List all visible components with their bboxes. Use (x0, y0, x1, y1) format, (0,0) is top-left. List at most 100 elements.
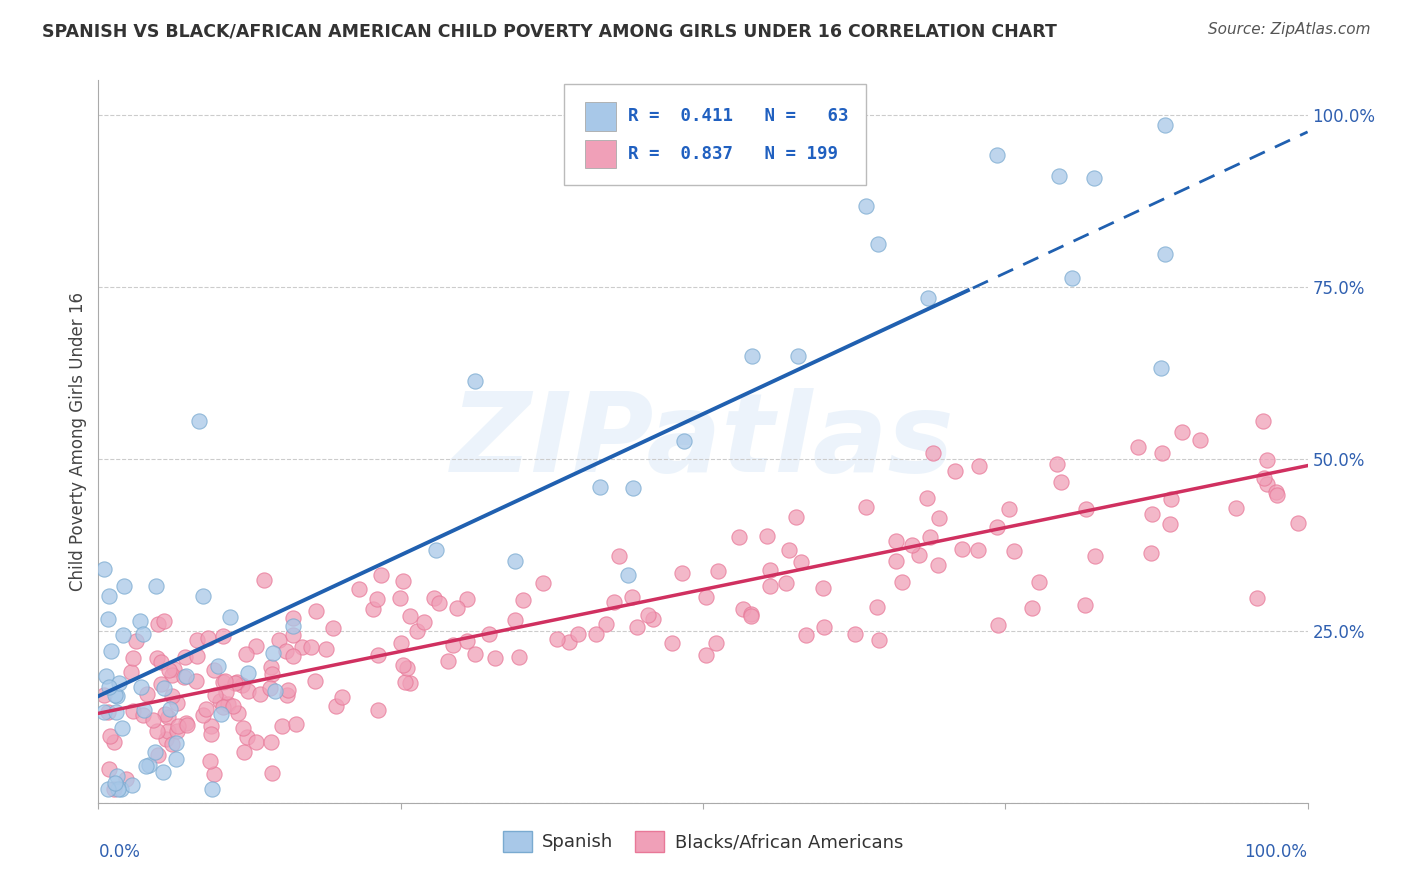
Point (166, 696, 188, 710)
FancyBboxPatch shape (585, 139, 616, 169)
Point (146, 650, 169, 665)
Point (855, 500, 877, 514)
Point (105, 690, 128, 704)
Legend: Spanish, Blacks/African Americans: Spanish, Blacks/African Americans (495, 823, 911, 859)
Point (160, 690, 183, 704)
Point (152, 614, 174, 628)
Point (868, 632, 890, 647)
Point (194, 702, 217, 716)
Point (557, 634, 579, 648)
Point (186, 648, 208, 663)
Point (173, 650, 195, 665)
Point (218, 610, 240, 624)
Point (97, 612, 120, 626)
Point (281, 628, 304, 642)
Point (145, 579, 167, 593)
Point (884, 554, 907, 568)
Point (135, 686, 157, 700)
Point (927, 558, 949, 573)
Point (986, 520, 1008, 534)
Point (759, 578, 782, 592)
Point (211, 700, 233, 714)
Point (212, 628, 235, 642)
Point (176, 718, 198, 732)
Point (790, 555, 813, 569)
Text: R =  0.837   N = 199: R = 0.837 N = 199 (628, 145, 838, 163)
Point (103, 735, 125, 749)
Point (112, 628, 135, 642)
Point (891, 574, 914, 589)
Point (94, 669, 117, 683)
Point (392, 574, 415, 588)
Point (262, 646, 284, 660)
Point (186, 673, 208, 688)
Point (281, 649, 304, 664)
Point (456, 634, 478, 648)
Point (209, 707, 232, 722)
Point (759, 563, 782, 577)
Point (236, 683, 259, 698)
Text: 100.0%: 100.0% (1244, 843, 1308, 861)
Point (512, 593, 534, 607)
Point (138, 758, 160, 772)
FancyBboxPatch shape (585, 102, 616, 131)
Point (366, 592, 388, 607)
Point (304, 673, 326, 688)
Point (740, 607, 762, 621)
Point (235, 647, 257, 661)
Point (262, 766, 284, 780)
Point (128, 614, 150, 628)
Point (131, 626, 153, 640)
Point (267, 632, 290, 647)
Point (811, 581, 834, 595)
Point (253, 573, 276, 587)
Point (1046, 457, 1069, 471)
Point (153, 706, 176, 721)
Point (281, 618, 304, 632)
Point (585, 627, 607, 641)
Point (276, 688, 298, 702)
Point (245, 735, 267, 749)
Point (1264, 485, 1286, 500)
Point (97, 782, 120, 797)
Point (121, 704, 143, 718)
Point (121, 778, 143, 792)
Point (741, 349, 763, 363)
Point (661, 636, 683, 650)
Point (98, 680, 121, 694)
Point (160, 667, 183, 681)
Point (595, 617, 617, 632)
Point (464, 374, 486, 388)
Point (197, 631, 219, 645)
Point (173, 670, 195, 684)
Point (285, 716, 308, 731)
Point (166, 723, 188, 738)
Point (107, 782, 129, 797)
Point (1150, 361, 1173, 376)
Point (174, 669, 197, 683)
Point (427, 596, 450, 610)
Point (1083, 170, 1105, 185)
Point (146, 616, 169, 631)
Point (122, 651, 145, 665)
Point (422, 591, 444, 605)
Point (249, 687, 271, 701)
Point (330, 690, 353, 705)
Point (921, 446, 943, 460)
Point (728, 530, 751, 544)
Point (188, 414, 211, 428)
Point (217, 698, 239, 712)
Point (186, 632, 208, 647)
Point (143, 745, 166, 759)
Point (607, 549, 630, 563)
Point (349, 582, 371, 596)
Point (152, 764, 174, 779)
Point (671, 566, 693, 581)
Text: SPANISH VS BLACK/AFRICAN AMERICAN CHILD POVERTY AMONG GIRLS UNDER 16 CORRELATION: SPANISH VS BLACK/AFRICAN AMERICAN CHILD … (42, 22, 1057, 40)
Point (950, 541, 973, 556)
Point (626, 620, 648, 634)
Point (260, 667, 283, 681)
Point (412, 615, 434, 629)
Point (446, 600, 468, 615)
Point (388, 591, 411, 605)
